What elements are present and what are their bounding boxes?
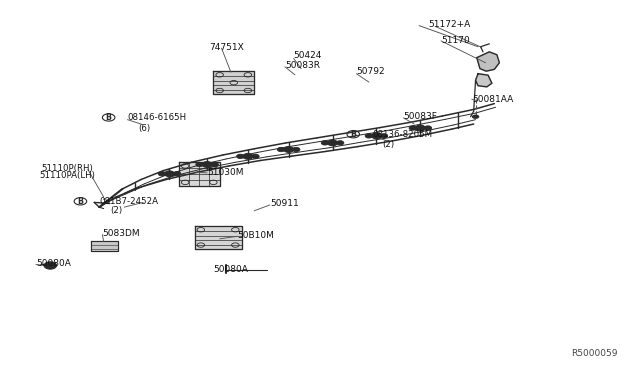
Text: 50080A: 50080A [36,259,71,268]
Text: 5083DM: 5083DM [102,229,140,238]
Circle shape [164,171,175,177]
Polygon shape [476,74,492,87]
Polygon shape [213,71,254,94]
Circle shape [277,147,285,152]
Text: B: B [106,113,111,122]
Text: 50792: 50792 [356,67,385,76]
Circle shape [415,125,426,131]
Text: (2): (2) [110,206,122,215]
Text: 50083R: 50083R [285,61,320,70]
Text: 50083F: 50083F [403,112,437,121]
Circle shape [173,171,180,176]
Circle shape [365,134,372,138]
Text: 50080A: 50080A [213,264,248,274]
Polygon shape [179,162,220,186]
Polygon shape [91,241,118,251]
Circle shape [472,115,479,119]
Text: (6): (6) [138,124,150,133]
Text: 51170: 51170 [441,36,470,45]
Circle shape [371,133,381,139]
Circle shape [237,154,244,158]
Text: 74751X: 74751X [209,43,244,52]
Text: R5000059: R5000059 [572,349,618,358]
Text: 51172+A: 51172+A [429,20,471,29]
Text: B: B [77,197,83,206]
Text: 50424: 50424 [294,51,322,60]
Circle shape [292,147,300,152]
Circle shape [409,126,417,130]
Text: B: B [350,130,356,139]
Circle shape [44,262,56,269]
Text: 51110P(RH): 51110P(RH) [41,164,93,173]
Circle shape [380,134,388,138]
Polygon shape [195,226,242,249]
Text: 50B10M: 50B10M [237,231,274,240]
Circle shape [158,171,166,176]
Text: 081B7-2452A: 081B7-2452A [99,197,158,206]
Circle shape [336,141,344,145]
Polygon shape [477,52,499,71]
Circle shape [202,161,212,167]
Circle shape [243,153,253,159]
Circle shape [196,162,204,167]
Circle shape [211,162,218,167]
Text: 08136-8205M: 08136-8205M [372,130,432,139]
Circle shape [252,154,259,158]
Text: (2): (2) [383,140,395,148]
Circle shape [424,126,431,130]
Circle shape [321,141,329,145]
Text: 50081AA: 50081AA [472,95,513,104]
Text: 51110PA(LH): 51110PA(LH) [39,171,95,180]
Text: 51030M: 51030M [207,168,244,177]
Circle shape [284,147,294,153]
Circle shape [328,140,337,146]
Text: 08146-6165H: 08146-6165H [127,113,187,122]
Text: 50911: 50911 [270,199,299,208]
